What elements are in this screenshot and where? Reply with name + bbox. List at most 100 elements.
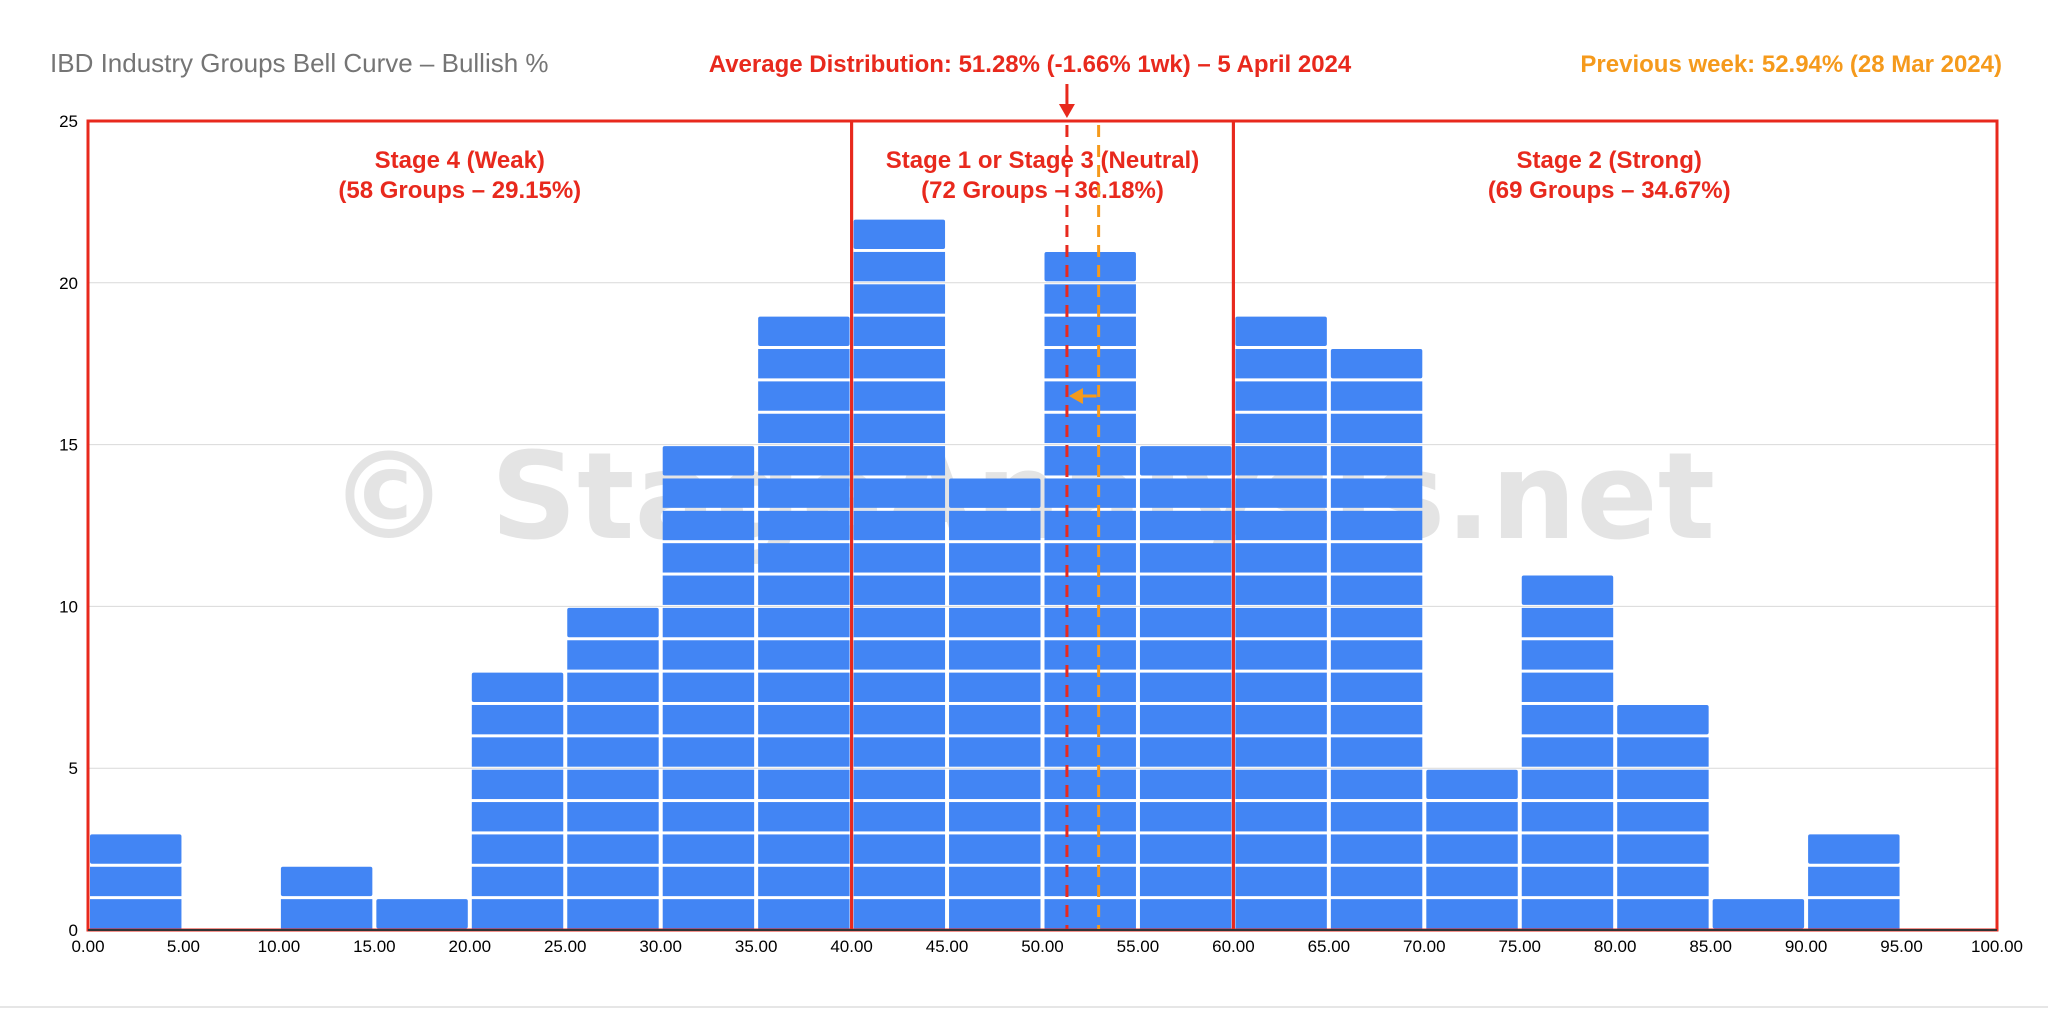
bar-block-35-15 [758,446,850,476]
bar-block-55-4 [1139,802,1232,832]
x-tick-label-100.00: 100.00 [1971,937,2023,956]
bar-block-65-3 [1330,834,1423,864]
bar-block-35-10 [758,607,850,638]
bar-block-45-7 [949,704,1041,735]
bar-block-40-21 [853,251,946,282]
bar-block-40-1 [853,899,946,929]
average-arrow-head [1058,104,1075,118]
chart-title: IBD Industry Groups Bell Curve – Bullish… [50,48,549,78]
bar-block-30-1 [662,899,755,929]
bar-block-55-10 [1139,607,1232,638]
bar-block-45-8 [949,672,1041,702]
bar-block-45-9 [949,640,1041,670]
stage-detail-1: (58 Groups – 29.15%) [338,177,581,204]
bar-block-50-12 [1044,543,1136,573]
bar-block-65-17 [1330,381,1423,411]
bar-block-30-9 [662,640,755,670]
bar-block-40-18 [853,349,946,379]
bar-block-65-2 [1330,866,1423,897]
x-tick-label-15.00: 15.00 [353,937,396,956]
bar-60-65 [1235,316,1327,929]
bar-block-35-1 [758,899,850,929]
bar-block-55-8 [1139,672,1232,702]
bar-block-40-3 [853,834,946,864]
bar-block-65-4 [1330,802,1423,832]
bar-block-60-9 [1235,640,1327,670]
bar-block-20-6 [471,737,564,767]
bar-block-55-3 [1139,834,1232,864]
bar-block-60-11 [1235,575,1327,605]
bar-block-55-11 [1139,575,1232,605]
bar-35-40 [758,316,850,929]
bar-block-25-6 [567,737,659,767]
bar-block-20-5 [471,769,564,800]
x-tick-label-35.00: 35.00 [735,937,778,956]
bar-block-15-1 [376,899,468,929]
bar-block-60-6 [1235,737,1327,767]
bar-block-20-2 [471,866,564,897]
bar-block-40-8 [853,672,946,702]
bar-block-65-8 [1330,672,1423,702]
bar-block-35-3 [758,834,850,864]
bar-block-90-2 [1808,866,1900,897]
bar-block-50-5 [1044,769,1136,800]
y-axis-ticks: 0 5 10 15 20 25 [59,112,78,940]
bar-block-60-1 [1235,899,1327,929]
bar-block-60-14 [1235,478,1327,508]
bar-block-40-16 [853,413,946,444]
bar-block-75-11 [1521,575,1614,605]
bar-block-60-5 [1235,769,1327,800]
bar-block-50-16 [1044,413,1136,444]
bar-block-65-7 [1330,704,1423,735]
bar-block-0-2 [90,866,182,897]
bar-block-40-5 [853,769,946,800]
bar-block-75-4 [1521,802,1614,832]
x-tick-label-95.00: 95.00 [1880,937,1923,956]
bar-block-45-12 [949,543,1041,573]
bar-block-50-10 [1044,607,1136,638]
bar-block-30-14 [662,478,755,508]
bar-80-85 [1617,704,1709,929]
x-tick-label-75.00: 75.00 [1498,937,1541,956]
bar-block-40-10 [853,607,946,638]
bar-block-25-2 [567,866,659,897]
bar-block-55-9 [1139,640,1232,670]
bar-block-50-13 [1044,510,1136,541]
bar-block-65-9 [1330,640,1423,670]
x-tick-label-45.00: 45.00 [926,937,969,956]
bar-block-65-12 [1330,543,1423,573]
bar-40-45 [853,219,946,929]
bar-block-30-7 [662,704,755,735]
bar-block-55-6 [1139,737,1232,767]
x-tick-label-90.00: 90.00 [1785,937,1828,956]
bar-block-10-2 [280,866,373,897]
bar-block-25-8 [567,672,659,702]
x-tick-label-55.00: 55.00 [1117,937,1160,956]
bar-block-90-1 [1808,899,1900,929]
bar-block-40-6 [853,737,946,767]
x-tick-label-25.00: 25.00 [544,937,587,956]
bar-block-50-3 [1044,834,1136,864]
bar-70-75 [1426,769,1518,929]
bar-block-25-3 [567,834,659,864]
histogram-bars [90,219,1900,929]
bar-block-35-18 [758,349,850,379]
bar-block-30-12 [662,543,755,573]
bar-block-60-16 [1235,413,1327,444]
bar-block-25-5 [567,769,659,800]
stage-label-1: Stage 4 (Weak) [375,147,545,174]
bar-block-75-5 [1521,769,1614,800]
bar-block-40-19 [853,316,946,347]
bar-block-80-3 [1617,834,1709,864]
bar-block-50-1 [1044,899,1136,929]
bar-20-25 [471,672,564,929]
bar-block-75-2 [1521,866,1614,897]
bar-block-60-8 [1235,672,1327,702]
bar-block-30-11 [662,575,755,605]
bar-block-80-4 [1617,802,1709,832]
bar-block-75-7 [1521,704,1614,735]
bar-block-25-10 [567,607,659,638]
bar-block-65-5 [1330,769,1423,800]
bar-block-60-10 [1235,607,1327,638]
